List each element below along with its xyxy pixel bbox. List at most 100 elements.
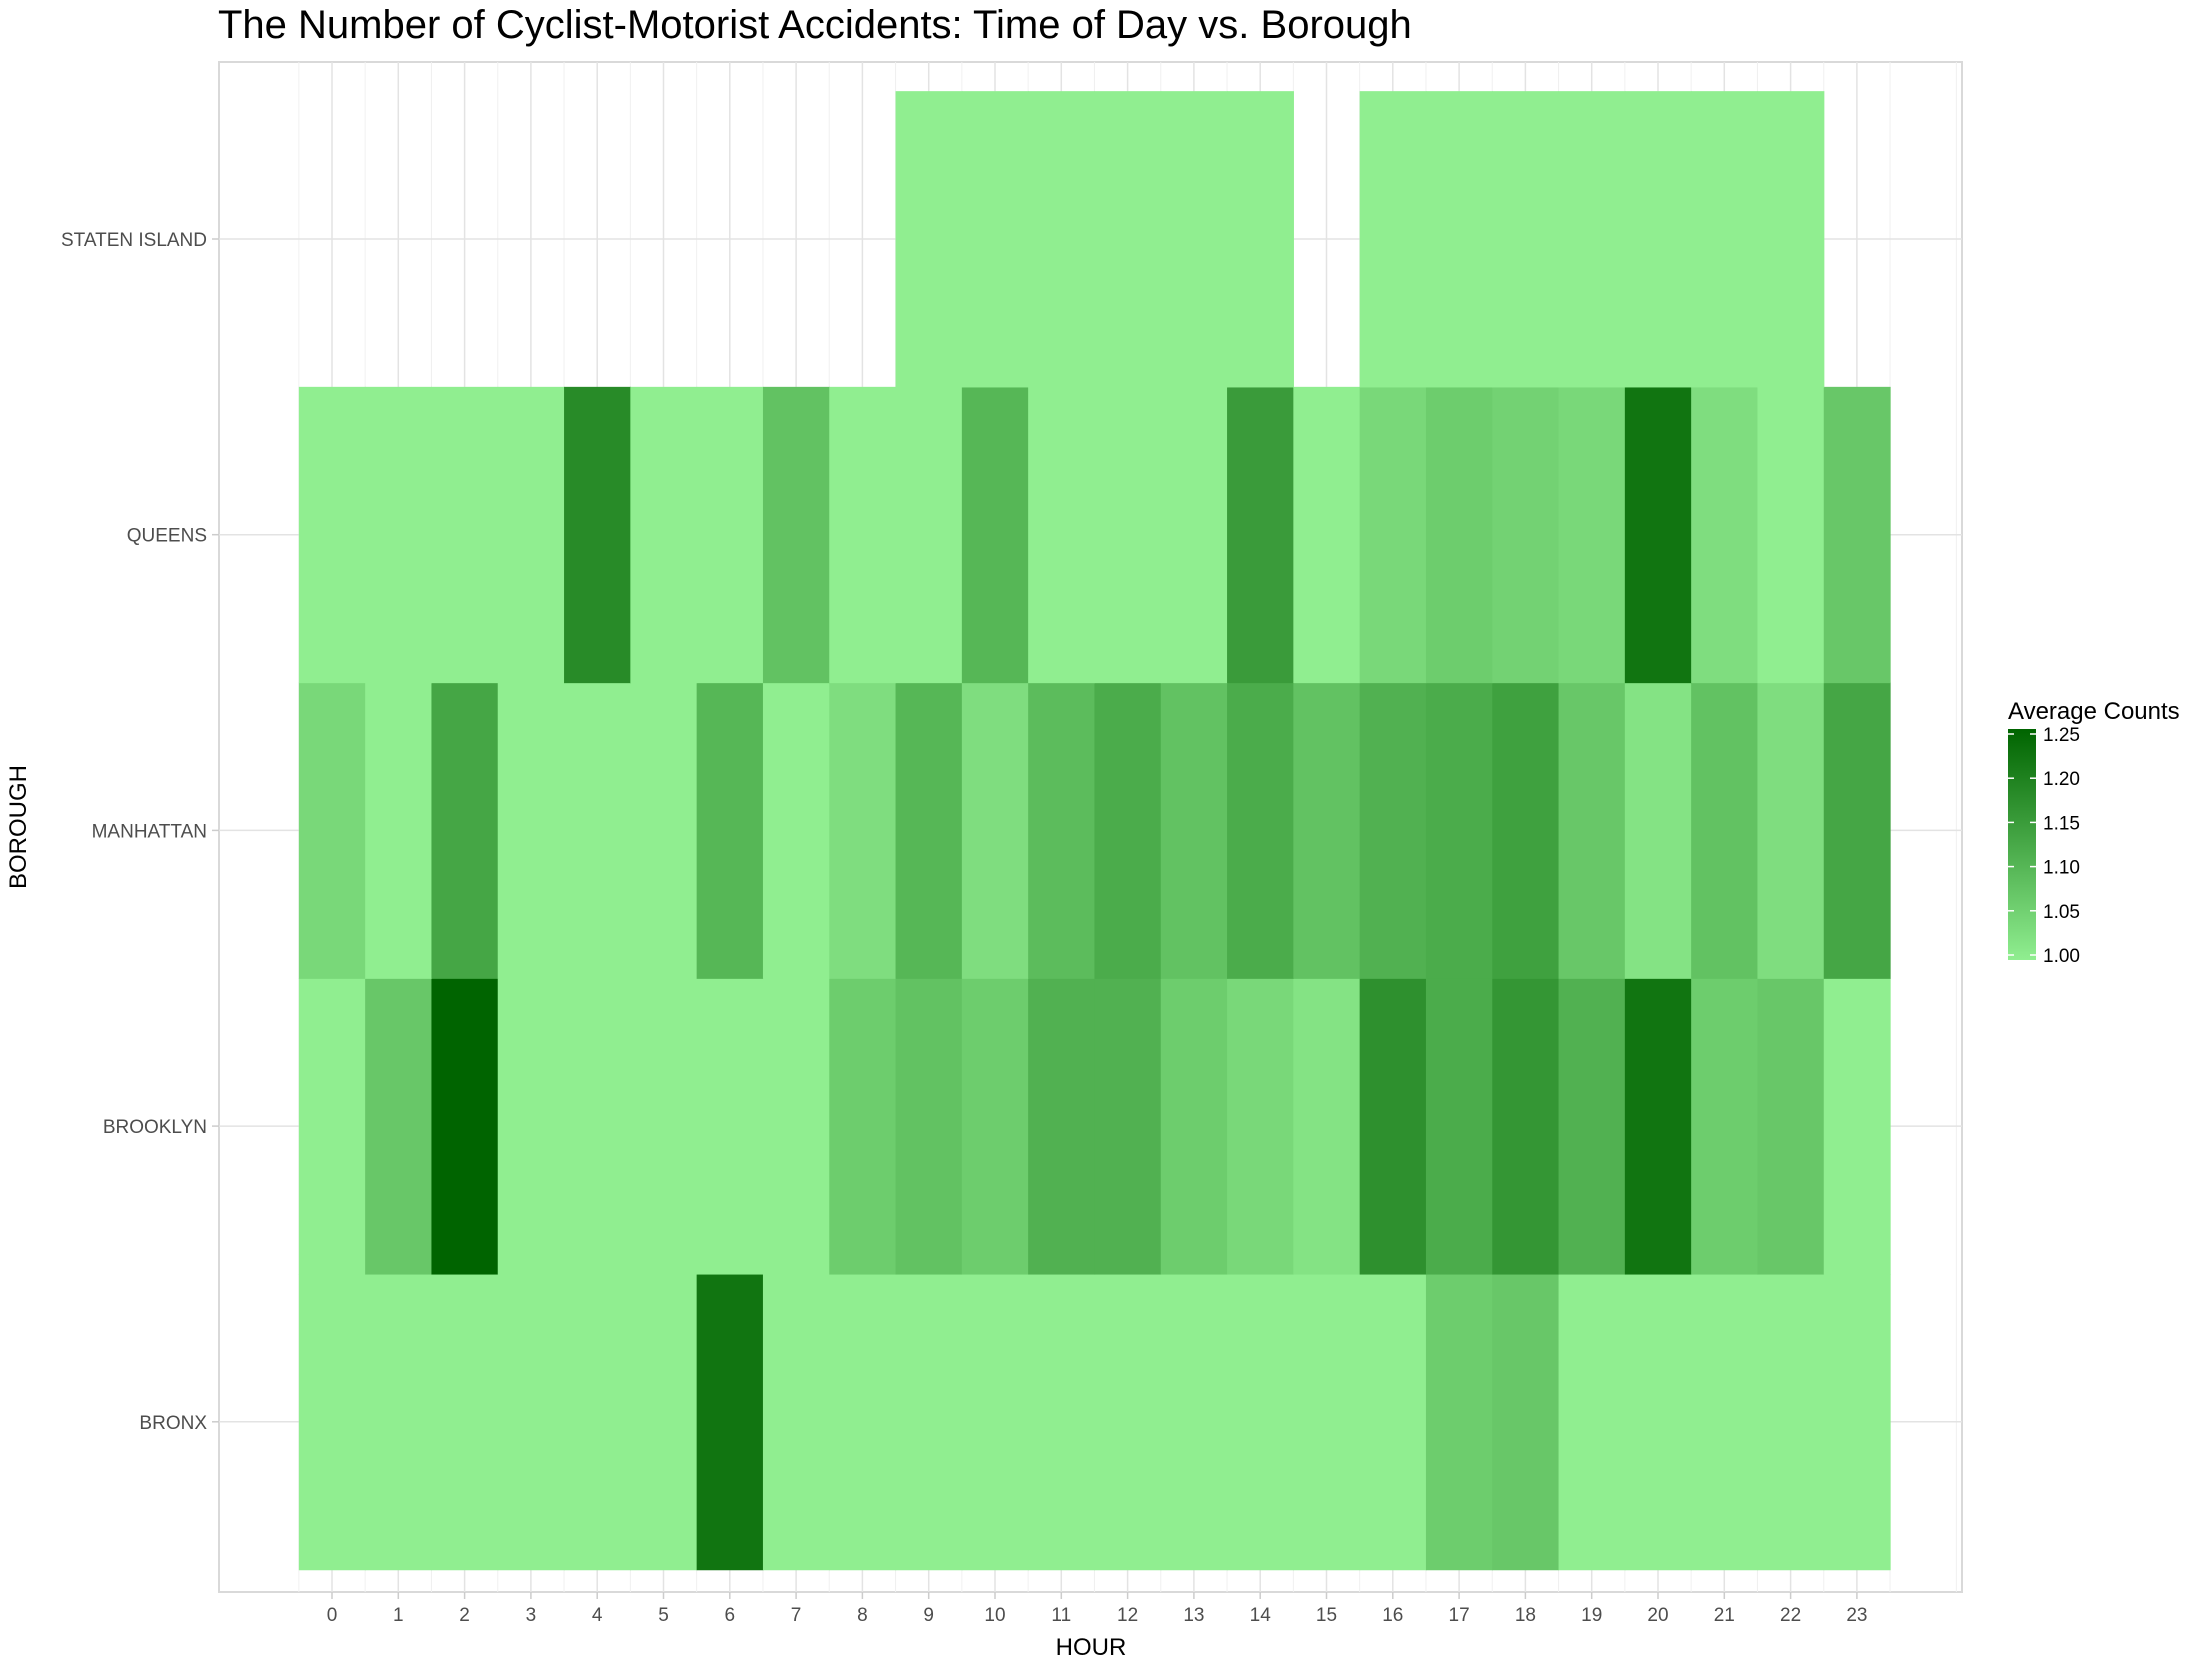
heatmap-cell: [1492, 91, 1560, 388]
heatmap-cell: [1691, 682, 1759, 979]
y-tick-label: QUEENS: [127, 526, 207, 547]
x-tick-label: 21: [1714, 1605, 1735, 1626]
heatmap-cell: [1558, 1273, 1626, 1571]
heatmap-cell: [431, 386, 499, 684]
heatmap-cell: [1359, 682, 1427, 979]
y-axis-ticks: BRONX BROOKLYN MANHATTAN QUEENS STATEN ISLAN…: [61, 230, 219, 1434]
heatmap-cell: [762, 978, 830, 1275]
heatmap-cell: [1691, 91, 1759, 388]
heatmap-cell: [1425, 91, 1493, 388]
heatmap-cell: [1558, 978, 1626, 1275]
heatmap-cell: [895, 91, 963, 388]
heatmap-cell: [630, 978, 698, 1275]
x-tick-label: 12: [1117, 1605, 1138, 1626]
heatmap-cell: [1425, 682, 1493, 979]
heatmap-cell: [895, 978, 963, 1275]
heatmap-cell: [564, 386, 631, 684]
heatmap-cell: [895, 682, 963, 979]
chart-title: The Number of Cyclist-Motorist Accidents…: [218, 3, 1412, 47]
heatmap-cell: [1691, 978, 1759, 1275]
x-tick-label: 15: [1316, 1605, 1337, 1626]
heatmap-cell: [1624, 682, 1692, 979]
legend-colorbar: [2008, 729, 2036, 960]
heatmap-cell: [1691, 1273, 1759, 1571]
legend-ticks: 1.00 1.05 1.10 1.15 1.20 1.25: [2008, 725, 2080, 967]
heatmap-cell: [1028, 978, 1096, 1275]
heatmap-cell: [365, 978, 433, 1275]
legend-tick-label: 1.20: [2043, 769, 2080, 790]
heatmap-cell: [1293, 978, 1361, 1275]
heatmap-cell: [961, 682, 1029, 979]
heatmap-cell: [1160, 386, 1228, 684]
heatmap-cell: [1624, 386, 1692, 684]
heatmap-cell: [961, 1273, 1029, 1571]
x-tick-label: 14: [1250, 1605, 1272, 1626]
heatmap-cell: [564, 1273, 631, 1571]
heatmap-cell: [1227, 91, 1294, 388]
heatmap-cell: [1492, 978, 1560, 1275]
heatmap-cell: [895, 1273, 963, 1571]
heatmap-cell: [1425, 1273, 1493, 1571]
heatmap-cell: [564, 682, 631, 979]
heatmap-cell: [1028, 682, 1096, 979]
heatmap-cell: [762, 1273, 830, 1571]
heatmap-cell: [1160, 978, 1228, 1275]
heatmap-cell: [431, 682, 499, 979]
y-tick-label: BROOKLYN: [103, 1117, 207, 1138]
heatmap-cell: [298, 978, 366, 1275]
heatmap-cell: [497, 978, 565, 1275]
heatmap-cell: [564, 978, 631, 1275]
heatmap-cell: [1823, 682, 1891, 979]
heatmap-cell: [1425, 386, 1493, 684]
heatmap-cell: [762, 386, 830, 684]
x-tick-label: 7: [791, 1605, 802, 1626]
heatmap-cell: [431, 978, 499, 1275]
heatmap-cell: [696, 978, 764, 1275]
heatmap-cell: [1359, 91, 1427, 388]
heatmap-cell: [1227, 1273, 1294, 1571]
heatmap-cell: [696, 682, 764, 979]
heatmap-cell: [1558, 386, 1626, 684]
heatmap-cell: [1757, 91, 1825, 388]
heatmap-cell: [1558, 91, 1626, 388]
heatmap-cell: [1293, 682, 1361, 979]
heatmap-cell: [1293, 386, 1361, 684]
y-tick-label: BRONX: [139, 1413, 207, 1434]
heatmap-cell: [961, 386, 1029, 684]
heatmap-cell: [1227, 682, 1294, 979]
legend: Average Counts 1.00 1.05 1.10 1.15 1.20 1.25: [2008, 698, 2180, 967]
heatmap-cell: [1094, 978, 1162, 1275]
y-tick-label: STATEN ISLAND: [61, 230, 207, 251]
heatmap-cell: [696, 386, 764, 684]
heatmap-cell: [1094, 386, 1162, 684]
heatmap-cell: [1492, 682, 1560, 979]
heatmap-cell: [829, 978, 897, 1275]
heatmap-cell: [431, 1273, 499, 1571]
heatmap-cell: [1160, 1273, 1228, 1571]
heatmap-cell: [1691, 386, 1759, 684]
x-tick-label: 2: [459, 1605, 470, 1626]
heatmap-cell: [829, 1273, 897, 1571]
plot-panel-border: [218, 61, 1963, 1593]
heatmap-cell: [630, 386, 698, 684]
heatmap-cell: [630, 682, 698, 979]
heatmap-cell: [1624, 91, 1692, 388]
heatmap-cell: [1492, 1273, 1560, 1571]
heatmap-cell: [1425, 978, 1493, 1275]
heatmap-cell: [1359, 1273, 1427, 1571]
heatmap-cell: [1359, 978, 1427, 1275]
heatmap-cell: [1823, 978, 1891, 1275]
x-tick-label: 13: [1183, 1605, 1204, 1626]
x-tick-label: 16: [1382, 1605, 1403, 1626]
x-tick-label: 9: [923, 1605, 934, 1626]
heatmap-cell: [696, 1273, 764, 1571]
heatmap-cell: [1227, 978, 1294, 1275]
x-tick-label: 3: [526, 1605, 537, 1626]
legend-tick-label: 1.00: [2043, 946, 2080, 967]
x-tick-label: 10: [984, 1605, 1005, 1626]
heatmap-cell: [298, 1273, 366, 1571]
heatmap-cell: [1757, 386, 1825, 684]
legend-tick-label: 1.10: [2043, 858, 2080, 879]
x-axis-title: HOUR: [1056, 1634, 1127, 1661]
